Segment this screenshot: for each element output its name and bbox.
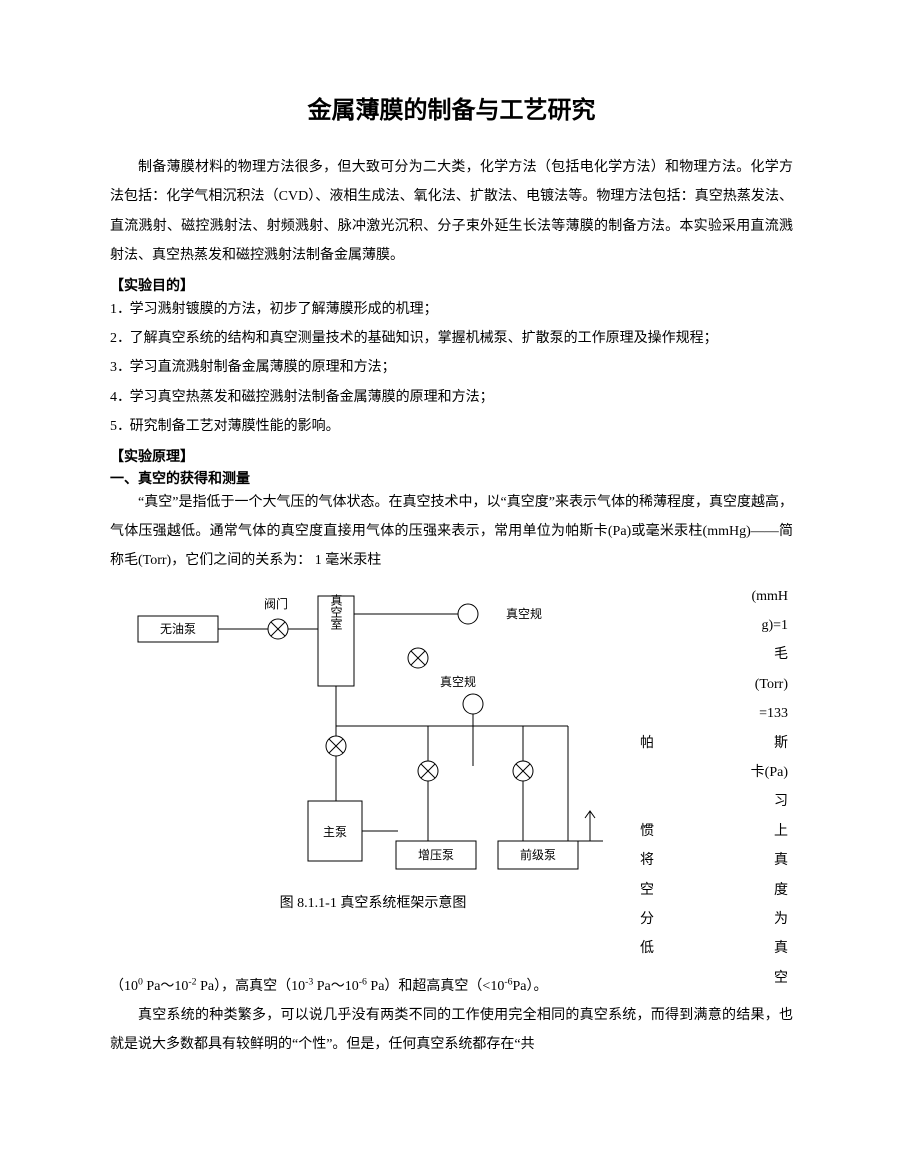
after-fig-line2: 真空系统的种类繁多，可以说几乎没有两类不同的工作使用完全相同的真空系统，而得到满…	[110, 1001, 793, 1060]
af1-sn6: -6	[359, 976, 367, 987]
rc-3: 毛	[640, 640, 788, 669]
label-gauge1: 真空规	[506, 606, 542, 621]
rc-6b: 卡(Pa)	[640, 758, 788, 787]
label-vacuum-chamber: 真空室	[329, 593, 343, 629]
label-gauge2: 真空规	[440, 674, 476, 689]
section-aim-title: 【实验目的】	[110, 275, 793, 295]
rc-8: 惯 上	[640, 817, 788, 846]
rc-7: 习	[640, 787, 788, 816]
label-empty-pump: 无油泵	[160, 622, 196, 636]
af1-sn6b: -6	[504, 976, 512, 987]
af1-end: Pa）。	[513, 979, 548, 994]
rc-10: 空 度	[640, 876, 788, 905]
rc-6: 帕 斯	[640, 729, 788, 758]
intro-paragraph: 制备薄膜材料的物理方法很多，但大致可分为二大类，化学方法（包括电化学方法）和物理…	[110, 153, 793, 271]
right-wrap-column: (mmH g)=1 毛 (Torr) =133 帕 斯 卡(Pa) 习 惯 上 …	[640, 582, 788, 993]
figure-zone: 无油泵 阀门 真空室 真空规 真空规 主泵 增压泵 前级泵 图 8.1.1-1 …	[110, 582, 793, 972]
label-booster: 增压泵	[418, 848, 454, 862]
rc-12b: 空	[640, 964, 788, 993]
aim-text-5: 研究制备工艺对薄膜性能的影响。	[130, 419, 340, 434]
aim-text-2: 了解真空系统的结构和真空测量技术的基础知识，掌握机械泵、扩散泵的工作原理及操作规…	[130, 331, 718, 346]
af1-m2: Pa），高真空（10	[197, 979, 306, 994]
rc-1: (mmH	[640, 582, 788, 611]
rc-2: g)=1	[640, 611, 788, 640]
rc-9: 将 真	[640, 846, 788, 875]
page: 金属薄膜的制备与工艺研究 制备薄膜材料的物理方法很多，但大致可分为二大类，化学方…	[0, 0, 903, 1168]
label-fore-pump: 前级泵	[520, 847, 556, 862]
aim-text-4: 学习真空热蒸发和磁控溅射法制备金属薄膜的原理和方法；	[130, 390, 494, 405]
rc-11: 分 为	[640, 905, 788, 934]
subsection-vacuum-title: 一、真空的获得和测量	[110, 468, 793, 488]
aim-item-1: 1．学习溅射镀膜的方法，初步了解薄膜形成的机理；	[110, 295, 793, 324]
af1-m1: Pa～10	[143, 979, 189, 994]
af1-sn2: -2	[188, 976, 196, 987]
rc-5: =133	[640, 699, 788, 728]
af1-m3: Pa～10	[313, 979, 359, 994]
aim-text-3: 学习直流溅射制备金属薄膜的原理和方法；	[130, 360, 396, 375]
aim-item-3: 3．学习直流溅射制备金属薄膜的原理和方法；	[110, 353, 793, 382]
figure-caption: 图 8.1.1-1 真空系统框架示意图	[128, 892, 618, 912]
aim-item-2: 2．了解真空系统的结构和真空测量技术的基础知识，掌握机械泵、扩散泵的工作原理及操…	[110, 324, 793, 353]
rc-12: 低 真	[640, 934, 788, 963]
label-main-pump: 主泵	[323, 825, 347, 839]
figure-box: 无油泵 阀门 真空室 真空规 真空规 主泵 增压泵 前级泵 图 8.1.1-1 …	[128, 586, 618, 912]
af1-pre: （10	[110, 979, 138, 994]
vacuum-system-diagram: 无油泵 阀门 真空室 真空规 真空规 主泵 增压泵 前级泵	[128, 586, 618, 886]
doc-title: 金属薄膜的制备与工艺研究	[110, 90, 793, 125]
aim-item-4: 4．学习真空热蒸发和磁控溅射法制备金属薄膜的原理和方法；	[110, 383, 793, 412]
aim-text-1: 学习溅射镀膜的方法，初步了解薄膜形成的机理；	[130, 302, 438, 317]
vacuum-paragraph: “真空”是指低于一个大气压的气体状态。在真空技术中，以“真空度”来表示气体的稀薄…	[110, 488, 793, 576]
af1-m4: Pa）和超高真空（<10	[367, 979, 504, 994]
aim-item-5: 5．研究制备工艺对薄膜性能的影响。	[110, 412, 793, 441]
rc-4: (Torr)	[640, 670, 788, 699]
label-valve: 阀门	[264, 596, 288, 611]
section-principle-title: 【实验原理】	[110, 446, 793, 466]
